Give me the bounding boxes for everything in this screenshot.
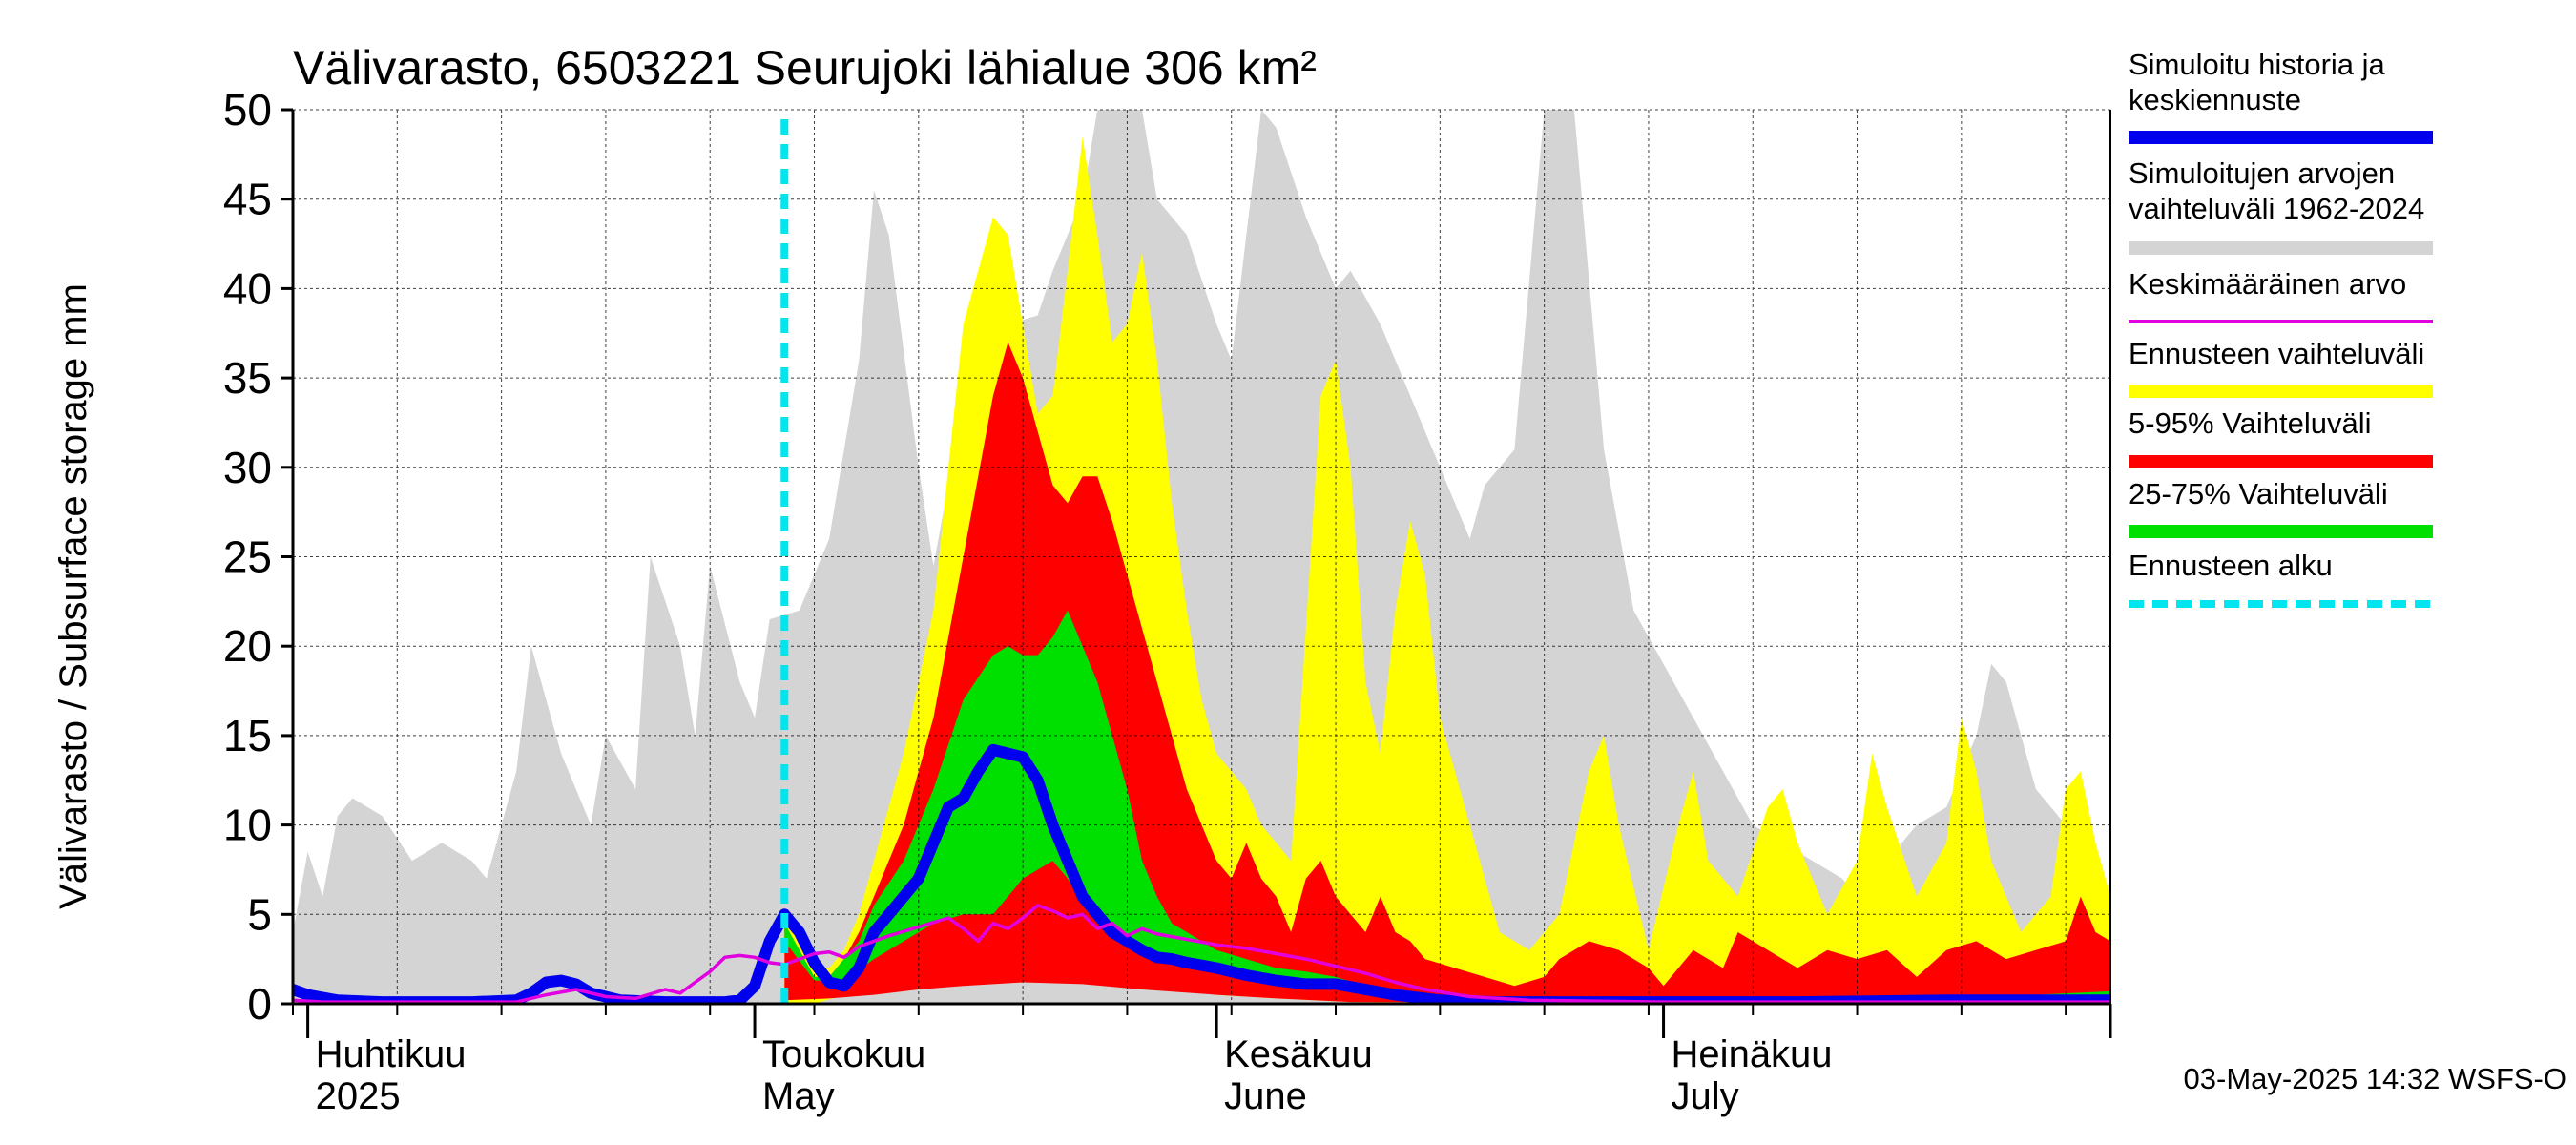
- y-tick-label: 30: [223, 443, 272, 492]
- grid: [293, 109, 2110, 1004]
- y-tick-label: 0: [247, 979, 272, 1029]
- y-tick-label: 35: [223, 353, 272, 403]
- legend-item-keskimaarainen-arvo: Keskimääräinen arvo: [2129, 267, 2433, 323]
- y-axis-label: Välivarasto / Subsurface storage mm: [52, 283, 94, 909]
- axes: 05101520253035404550Huhtikuu2025Toukokuu…: [223, 85, 2112, 1117]
- legend-item-5-95-vaihteluvali: 5-95% Vaihteluväli: [2129, 406, 2433, 468]
- chart-title: Välivarasto, 6503221 Seurujoki lähialue …: [293, 41, 1317, 94]
- legend-label: 25-75% Vaihteluväli: [2129, 477, 2388, 510]
- legend-item-simuloitujen-arvojen-vaihteluvali-1962-2024: Simuloitujen arvojen vaihteluväli 1962-20…: [2129, 156, 2433, 255]
- legend-item-ennusteen-vaihteluvali: Ennusteen vaihteluväli: [2129, 337, 2433, 398]
- legend: Simuloitu historia ja keskiennuste Simuloi…: [2129, 48, 2433, 608]
- x-month-sublabel: May: [762, 1075, 835, 1117]
- x-month-label: Kesäkuu: [1224, 1033, 1373, 1075]
- band-25-75-vaihteluvali: [784, 610, 2110, 1003]
- line-group: [293, 743, 2110, 1004]
- legend-label: Keskimääräinen arvo: [2129, 267, 2406, 301]
- y-tick-label: 25: [223, 532, 272, 582]
- legend-label: Ennusteen vaihteluväli: [2129, 337, 2424, 370]
- y-tick-label: 15: [223, 711, 272, 760]
- x-month-label: Huhtikuu: [316, 1033, 467, 1075]
- y-tick-label: 5: [247, 889, 272, 939]
- line-keskimaarainen-arvo: [293, 904, 2110, 1004]
- legend-label: 5-95% Vaihteluväli: [2129, 406, 2371, 440]
- y-tick-label: 40: [223, 263, 272, 313]
- legend-label: Simuloitujen arvojen vaihteluväli 1962-20…: [2129, 156, 2424, 225]
- y-tick-label: 10: [223, 801, 272, 850]
- x-month-label: Toukokuu: [762, 1033, 925, 1075]
- legend-label: Simuloitu historia ja keskiennuste: [2129, 48, 2386, 116]
- series-group: [293, 110, 2110, 1004]
- x-month-label: Heinäkuu: [1672, 1033, 1833, 1075]
- timestamp-footer: 03-May-2025 14:32 WSFS-O: [2184, 1062, 2566, 1095]
- legend-item-simuloitu-historia-ja-keskiennuste: Simuloitu historia ja keskiennuste: [2129, 48, 2433, 144]
- y-tick-label: 20: [223, 621, 272, 671]
- legend-label: Ennusteen alku: [2129, 549, 2333, 582]
- legend-item-25-75-vaihteluvali: 25-75% Vaihteluväli: [2129, 477, 2433, 538]
- y-tick-label: 45: [223, 175, 272, 224]
- y-tick-label: 50: [223, 85, 272, 135]
- x-month-sublabel: 2025: [316, 1075, 401, 1117]
- plot-area: [293, 109, 2110, 1004]
- x-month-sublabel: July: [1672, 1075, 1739, 1117]
- legend-item-ennusteen-alku: Ennusteen alku: [2129, 549, 2433, 608]
- line-simuloitu-historia-ja-keskiennuste: [293, 743, 2110, 1004]
- band-simuloitujen-arvojen-vaihteluvali-1962-2024: [293, 110, 2110, 1004]
- x-month-sublabel: June: [1224, 1075, 1307, 1117]
